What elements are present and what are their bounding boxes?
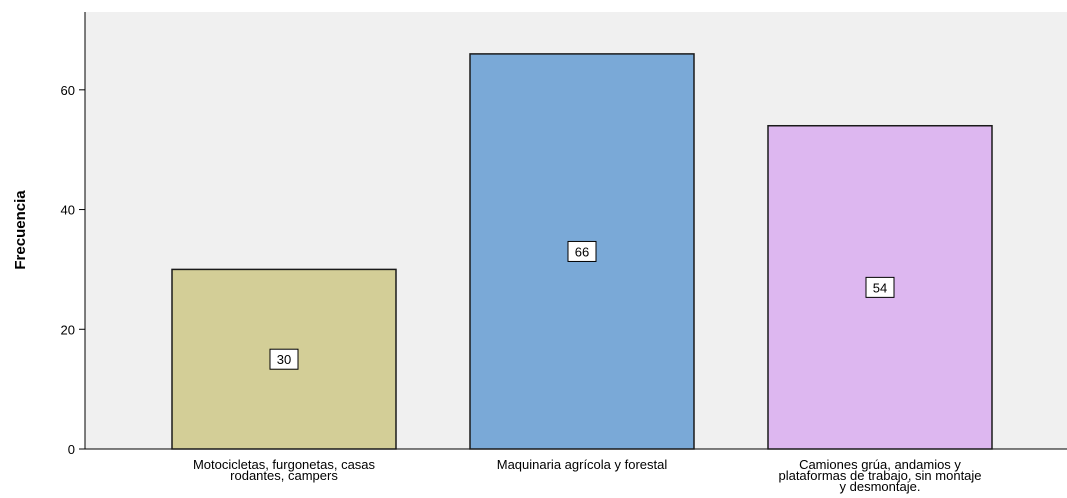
y-axis-ticks: 0 20 40 60 (61, 83, 85, 457)
data-labels-group: 30 66 54 (269, 240, 895, 370)
y-tick-label: 0 (68, 442, 75, 457)
x-category-label-line: Camiones grúa, andamios y (799, 457, 961, 472)
x-category-label: Camiones grúa, andamios y plataformas de … (778, 457, 981, 494)
x-axis-labels: Motocicletas, furgonetas, casas rodantes,… (193, 457, 982, 494)
x-category-label-line: Motocicletas, furgonetas, casas (193, 457, 376, 472)
y-axis-title: Frecuencia (12, 190, 29, 270)
x-category-label-line: rodantes, campers (230, 468, 338, 483)
y-tick-label: 40 (61, 203, 75, 218)
data-label-box (865, 276, 895, 298)
bar (171, 268, 397, 450)
data-label-box (567, 240, 597, 262)
y-tick-label: 20 (61, 322, 75, 337)
data-label: 54 (873, 280, 887, 295)
x-category-label-line: y desmontaje. (840, 479, 921, 494)
x-category-label: Maquinaria agrícola y forestal (497, 457, 668, 472)
y-tick-label: 60 (61, 83, 75, 98)
x-category-label-line: Maquinaria agrícola y forestal (497, 457, 668, 472)
x-category-label: Motocicletas, furgonetas, casas rodantes,… (193, 457, 376, 483)
data-label-box (269, 348, 299, 370)
data-label: 30 (277, 352, 291, 367)
data-label: 66 (575, 244, 589, 259)
x-category-label-line: plataformas de trabajo, sin montaje (778, 468, 981, 483)
